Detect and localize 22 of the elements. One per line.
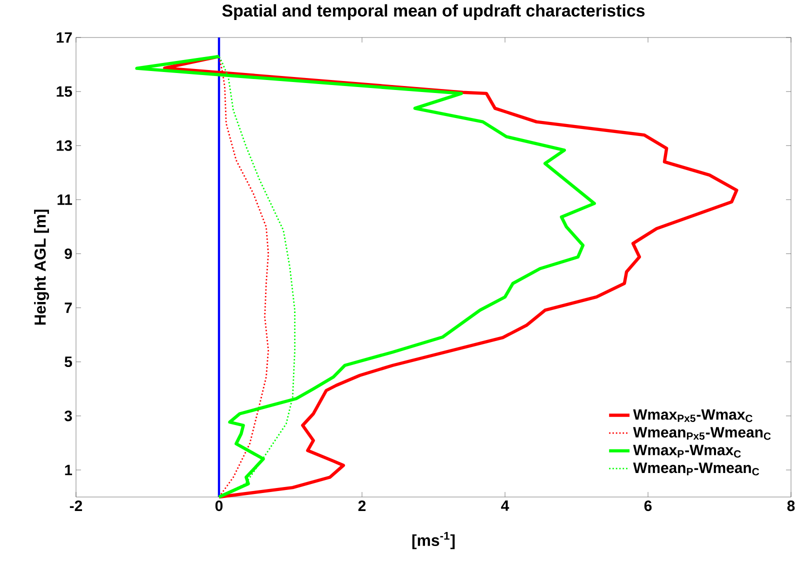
legend-label: Wmean$_{Px5}$-Wmean$_{C}$ xyxy=(633,427,771,440)
x-tick-label: 8 xyxy=(787,500,795,512)
y-tick-label: 7 xyxy=(64,302,72,313)
x-tick-label: 4 xyxy=(501,500,510,511)
chart-title: Spatial and temporal mean of updraft characteristics xyxy=(222,4,645,20)
y-tick-label: 1 xyxy=(65,464,72,476)
legend-label: Wmax$_{P}$-Wmax$_{C}$ xyxy=(633,444,741,458)
y-tick-label: 15 xyxy=(56,86,72,97)
x-tick-label: 2 xyxy=(358,500,366,511)
legend-label: Wmax$_{Px5}$-Wmax$_{C}$ xyxy=(633,409,752,422)
y-tick-label: 17 xyxy=(56,32,72,43)
x-tick-label: 0 xyxy=(215,500,223,512)
y-tick-label: 13 xyxy=(56,140,72,151)
x-axis-title: [ms$^{-1}$] xyxy=(412,532,455,550)
x-tick-label: -2 xyxy=(70,500,82,511)
legend-label: Wmean$_{P}$-Wmean$_{C}$ xyxy=(633,462,760,476)
y-tick-label: 5 xyxy=(64,356,72,368)
y-tick-label: 3 xyxy=(64,410,72,422)
y-tick-label: 9 xyxy=(64,248,72,260)
y-tick-label: 11 xyxy=(58,194,72,205)
y-axis-title: Height AGL [m] xyxy=(34,210,50,325)
x-tick-label: 6 xyxy=(644,500,652,512)
